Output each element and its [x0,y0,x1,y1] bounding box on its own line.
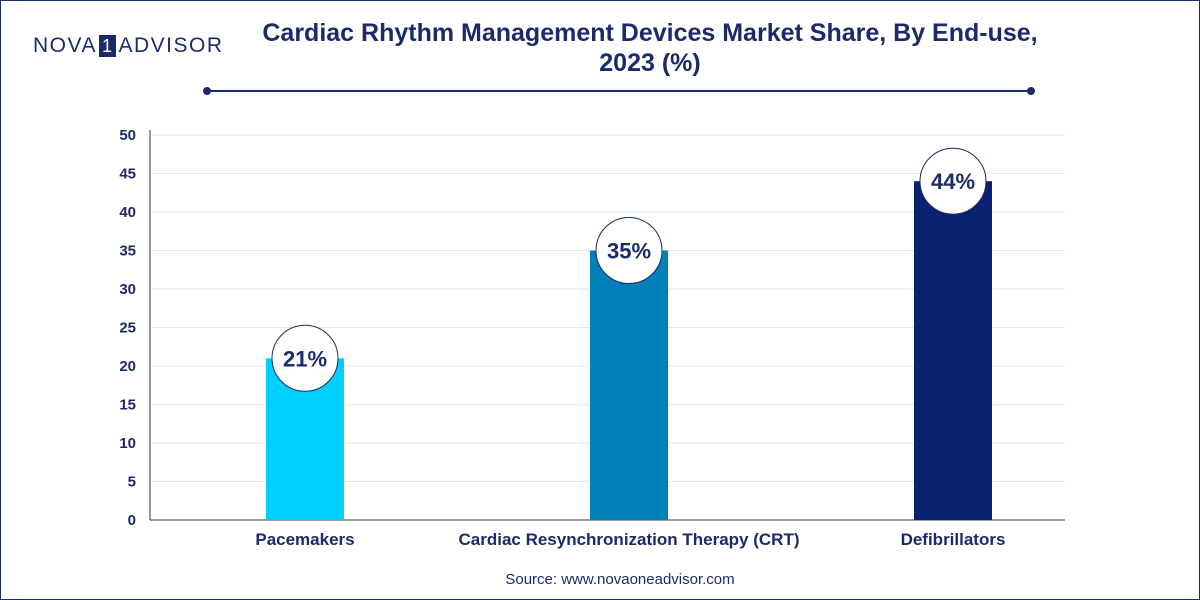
y-tick-label-50: 50 [119,127,136,144]
data-label-1: 35% [607,239,651,264]
y-tick-label-40: 40 [119,204,136,221]
y-tick-label-20: 20 [119,358,136,375]
source-note: Source: www.novaoneadvisor.com [505,571,735,588]
logo-text-left: NOVA [33,34,97,57]
divider-dot-left [203,87,211,95]
chart-title: Cardiac Rhythm Management Devices Market… [250,18,1050,78]
data-label-0: 21% [283,346,327,371]
chart-title-line-2: 2023 (%) [599,49,701,77]
y-tick-label-15: 15 [119,397,136,414]
logo-text-right: ADVISOR [118,34,224,57]
data-label-badge-0 [271,324,339,392]
chart-title-line-1: Cardiac Rhythm Management Devices Market… [262,19,1038,47]
y-tick-label-35: 35 [119,243,136,260]
y-tick-label-30: 30 [119,281,136,298]
logo-box: 1 [98,35,117,57]
brand-logo: NOVA 1 ADVISOR [33,34,224,58]
x-category-label-1: Cardiac Resynchronization Therapy (CRT) [458,530,799,549]
divider-dot-right [1027,87,1035,95]
bar-1 [590,250,668,520]
data-label-badge-2 [919,147,987,215]
data-label-2: 44% [931,169,975,194]
y-tick-label-5: 5 [128,474,136,491]
y-tick-label-25: 25 [119,320,136,337]
x-category-label-0: Pacemakers [255,530,354,549]
bar-2 [914,181,992,520]
title-divider [203,87,1035,95]
data-label-badge-1 [595,217,663,284]
y-tick-label-45: 45 [119,166,136,183]
y-tick-label-10: 10 [119,435,136,452]
x-category-label-2: Defibrillators [901,530,1006,549]
y-tick-label-0: 0 [128,512,136,529]
